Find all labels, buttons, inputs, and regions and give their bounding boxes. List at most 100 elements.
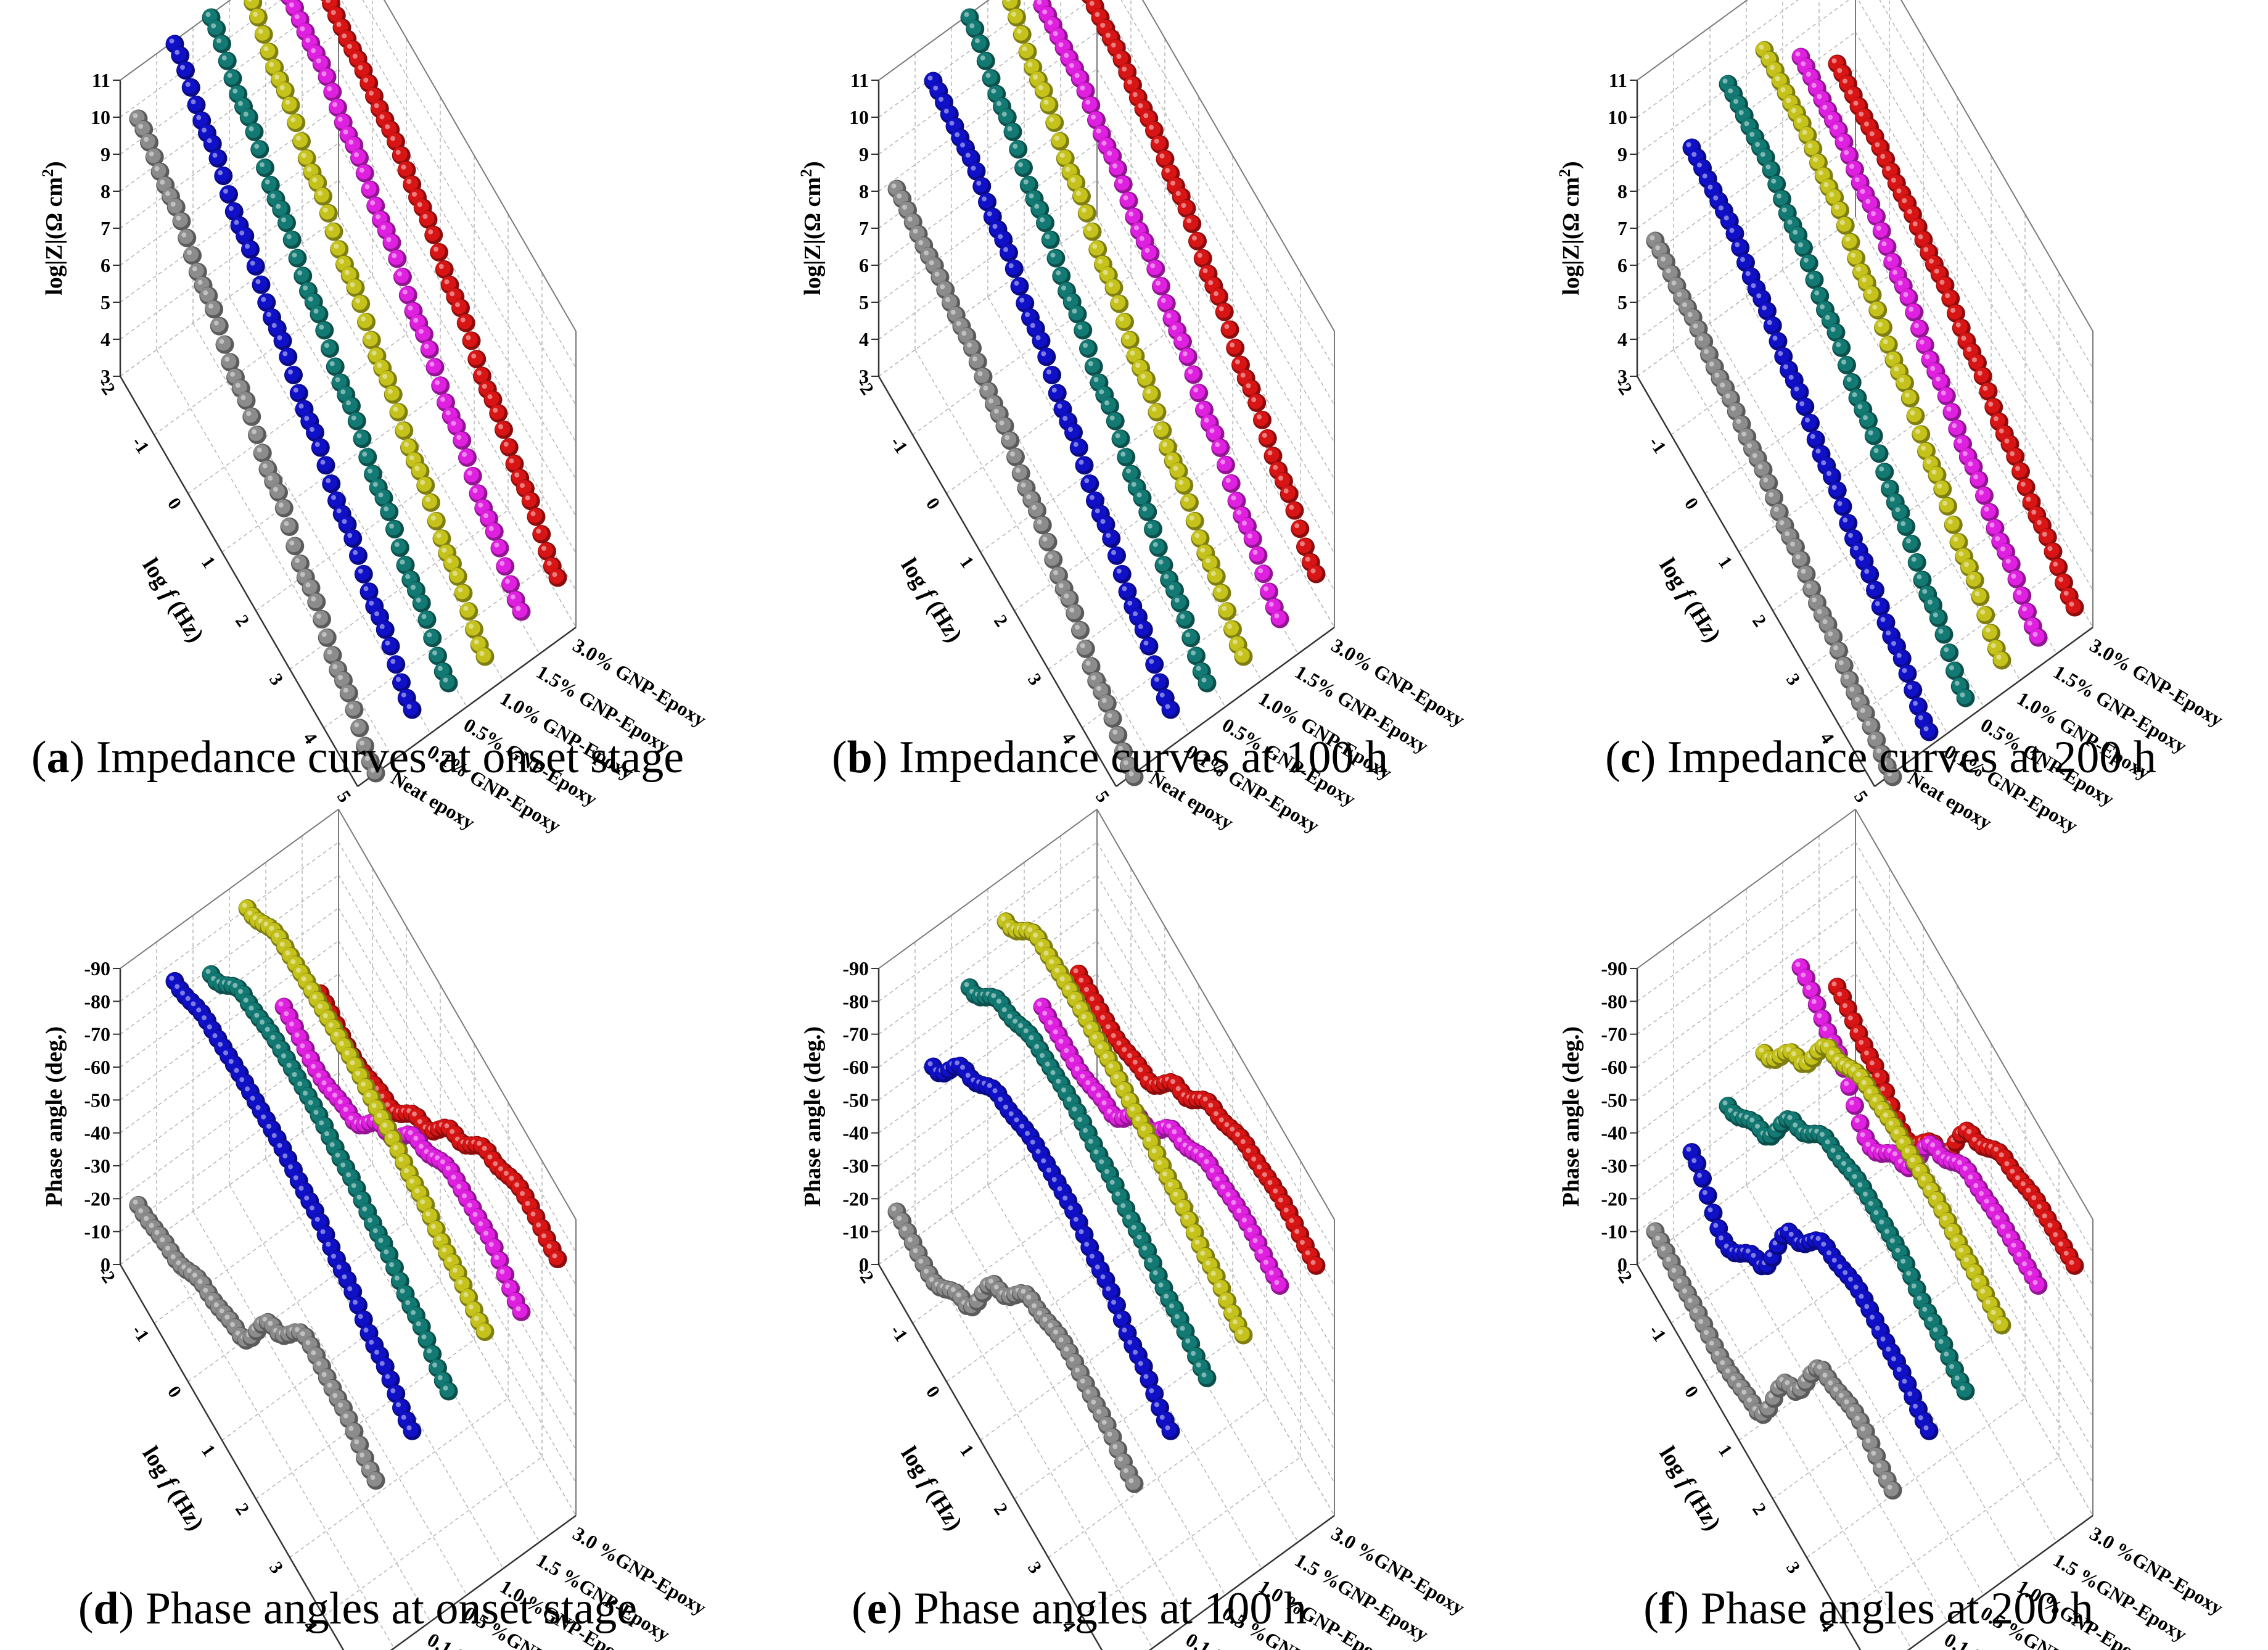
x-tick-label: 2 xyxy=(1748,1499,1770,1519)
data-point-highlight xyxy=(332,664,338,669)
grid-line xyxy=(1096,940,1335,1351)
data-point-highlight xyxy=(361,316,366,321)
data-point-highlight xyxy=(360,740,364,746)
data-point-face xyxy=(1876,463,1891,479)
data-point-highlight xyxy=(1859,111,1864,117)
data-point-highlight xyxy=(254,1012,260,1018)
data-point-face xyxy=(1872,598,1887,613)
data-point-highlight xyxy=(1813,157,1818,162)
data-point-highlight xyxy=(270,1034,276,1040)
chart-a-x-label: log f (Hz) xyxy=(138,554,209,647)
data-point-highlight xyxy=(218,1042,223,1047)
data-point-highlight xyxy=(282,351,288,357)
data-point-highlight xyxy=(1064,1048,1069,1054)
series-1-0-gnp-epoxy xyxy=(238,899,495,1342)
data-point-face xyxy=(1841,671,1856,687)
data-point-highlight xyxy=(1263,1260,1268,1265)
data-point-highlight xyxy=(1745,271,1751,276)
data-point-highlight xyxy=(318,1004,323,1009)
data-point-face xyxy=(1668,277,1683,292)
data-point-highlight xyxy=(234,220,239,225)
data-point-face xyxy=(1798,566,1813,581)
chart-d-x-label: log f (Hz) xyxy=(138,1442,209,1535)
data-point-face xyxy=(1982,624,1997,640)
data-point-highlight xyxy=(976,181,982,186)
data-point-highlight xyxy=(1115,433,1120,439)
data-point-highlight xyxy=(1056,1078,1061,1084)
data-point-face xyxy=(434,662,450,678)
data-point-highlight xyxy=(1107,1431,1112,1437)
data-point-highlight xyxy=(398,425,404,431)
data-point-face xyxy=(464,467,479,482)
data-point-face xyxy=(1979,382,1995,398)
data-point-face xyxy=(1726,225,1741,240)
data-point-highlight xyxy=(1984,1198,1989,1204)
data-point-face xyxy=(1865,427,1880,442)
data-point-highlight xyxy=(1252,550,1258,555)
data-point-face xyxy=(383,234,398,249)
chart-a-z-label: log|Z|(Ω cm2) xyxy=(39,161,68,295)
data-point-face xyxy=(1870,445,1886,460)
data-point-highlight xyxy=(462,452,467,457)
data-point-highlight xyxy=(1880,617,1886,622)
data-point-face xyxy=(435,261,451,276)
data-point-face xyxy=(250,9,265,24)
data-point-highlight xyxy=(1759,1047,1764,1053)
data-point-highlight xyxy=(389,523,394,529)
data-point-face xyxy=(2029,629,2045,644)
z-tick-label: 9 xyxy=(1617,143,1627,165)
data-point-highlight xyxy=(401,164,406,170)
data-point-highlight xyxy=(385,1374,390,1379)
data-point-highlight xyxy=(1843,1003,1847,1009)
data-point-face xyxy=(1291,520,1307,535)
data-point-highlight xyxy=(252,429,257,434)
data-point-highlight xyxy=(1079,977,1084,983)
data-point-highlight xyxy=(364,756,370,761)
data-point-highlight xyxy=(304,416,310,421)
data-point-highlight xyxy=(1050,1070,1056,1075)
chart-f-data xyxy=(1646,958,2084,1500)
data-point-highlight xyxy=(175,49,180,55)
data-point-face xyxy=(2017,478,2032,493)
data-point-highlight xyxy=(1294,1229,1300,1234)
data-point-face xyxy=(324,646,339,662)
data-point-highlight xyxy=(1810,434,1815,439)
grid-line xyxy=(338,68,577,480)
data-point-face xyxy=(495,421,510,436)
data-point-highlight xyxy=(1096,1092,1101,1098)
data-point-highlight xyxy=(1157,1160,1162,1165)
data-point-face xyxy=(491,1252,506,1267)
data-point-highlight xyxy=(293,1175,298,1181)
data-point-highlight xyxy=(344,1050,350,1056)
data-point-face xyxy=(2008,571,2023,586)
data-point-highlight xyxy=(2058,577,2063,582)
data-point-highlight xyxy=(2010,451,2015,456)
data-point-face xyxy=(1170,463,1185,478)
data-point-face xyxy=(1031,200,1046,216)
data-point-highlight xyxy=(260,162,265,168)
data-point-highlight xyxy=(1231,495,1236,501)
data-point-face xyxy=(1971,588,1987,603)
data-point-highlight xyxy=(1108,282,1114,287)
data-point-highlight xyxy=(404,442,409,447)
grid-line xyxy=(338,1039,577,1450)
data-point-highlight xyxy=(1115,1191,1120,1197)
data-point-face xyxy=(1135,1358,1150,1373)
z-tick-label: 8 xyxy=(101,180,110,202)
data-point-highlight xyxy=(1760,152,1765,157)
data-point-highlight xyxy=(342,33,347,39)
data-point-highlight xyxy=(1141,374,1146,379)
frame-edge xyxy=(1637,0,1749,81)
data-point-highlight xyxy=(458,587,463,593)
data-point-face xyxy=(1001,432,1017,447)
data-point-face xyxy=(1885,351,1900,366)
data-point-highlight xyxy=(992,224,998,229)
grid-line xyxy=(338,105,577,517)
data-point-highlight xyxy=(450,1129,455,1134)
data-point-highlight xyxy=(1016,28,1022,34)
data-point-highlight xyxy=(1274,1280,1280,1285)
data-point-highlight xyxy=(1106,1286,1111,1292)
data-point-highlight xyxy=(1156,281,1161,286)
data-point-highlight xyxy=(1240,373,1246,378)
